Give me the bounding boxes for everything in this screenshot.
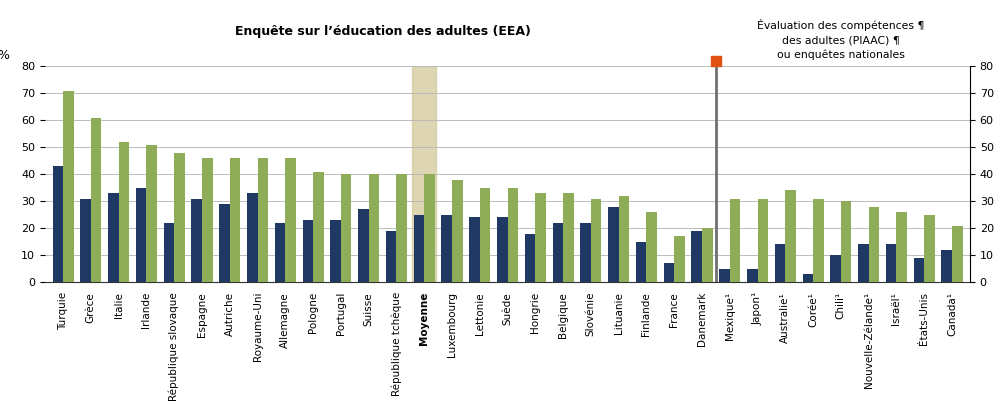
Bar: [275, 223, 285, 282]
Bar: [414, 215, 424, 282]
Bar: [341, 174, 351, 282]
Bar: [858, 244, 869, 282]
Bar: [952, 225, 963, 282]
Bar: [563, 193, 574, 282]
Bar: [702, 228, 713, 282]
Bar: [664, 264, 674, 282]
Bar: [869, 207, 879, 282]
Bar: [358, 209, 369, 282]
Bar: [508, 188, 518, 282]
Bar: [730, 198, 740, 282]
Bar: [441, 215, 452, 282]
Bar: [535, 193, 546, 282]
Bar: [896, 212, 907, 282]
Bar: [174, 153, 185, 282]
Bar: [303, 220, 313, 282]
Bar: [80, 198, 91, 282]
Bar: [452, 180, 463, 282]
Bar: [164, 223, 174, 282]
Bar: [386, 231, 396, 282]
Bar: [412, 66, 436, 282]
Bar: [247, 193, 258, 282]
Bar: [803, 274, 813, 282]
Bar: [580, 223, 591, 282]
Bar: [369, 174, 379, 282]
Bar: [396, 174, 407, 282]
Bar: [191, 198, 202, 282]
Bar: [841, 201, 851, 282]
Bar: [219, 204, 230, 282]
Bar: [924, 215, 935, 282]
Bar: [553, 223, 563, 282]
Bar: [914, 258, 924, 282]
Bar: [886, 244, 896, 282]
Bar: [830, 255, 841, 282]
Bar: [591, 198, 601, 282]
Bar: [285, 158, 296, 282]
Bar: [719, 269, 730, 282]
Bar: [469, 217, 480, 282]
Bar: [785, 190, 796, 282]
Bar: [52, 166, 63, 282]
Bar: [608, 207, 619, 282]
Bar: [480, 188, 490, 282]
Bar: [313, 172, 324, 282]
Bar: [330, 220, 341, 282]
Bar: [636, 242, 646, 282]
Bar: [91, 117, 101, 282]
Bar: [230, 158, 240, 282]
Bar: [424, 174, 435, 282]
Bar: [691, 231, 702, 282]
Text: Enquête sur l’éducation des adultes (EEA): Enquête sur l’éducation des adultes (EEA…: [235, 25, 530, 38]
Bar: [202, 158, 213, 282]
Bar: [941, 250, 952, 282]
Text: Évaluation des compétences ¶
des adultes (PIAAC) ¶
ou enquêtes nationales: Évaluation des compétences ¶ des adultes…: [757, 19, 925, 60]
Bar: [258, 158, 268, 282]
Bar: [63, 90, 74, 282]
Bar: [146, 144, 157, 282]
Bar: [119, 142, 129, 282]
Bar: [747, 269, 758, 282]
Text: %: %: [0, 49, 9, 62]
Bar: [813, 198, 824, 282]
Bar: [775, 244, 785, 282]
Bar: [108, 193, 119, 282]
Bar: [758, 198, 768, 282]
Bar: [674, 236, 685, 282]
Bar: [619, 196, 629, 282]
Bar: [646, 212, 657, 282]
Bar: [136, 188, 146, 282]
Bar: [497, 217, 508, 282]
Bar: [525, 234, 535, 282]
